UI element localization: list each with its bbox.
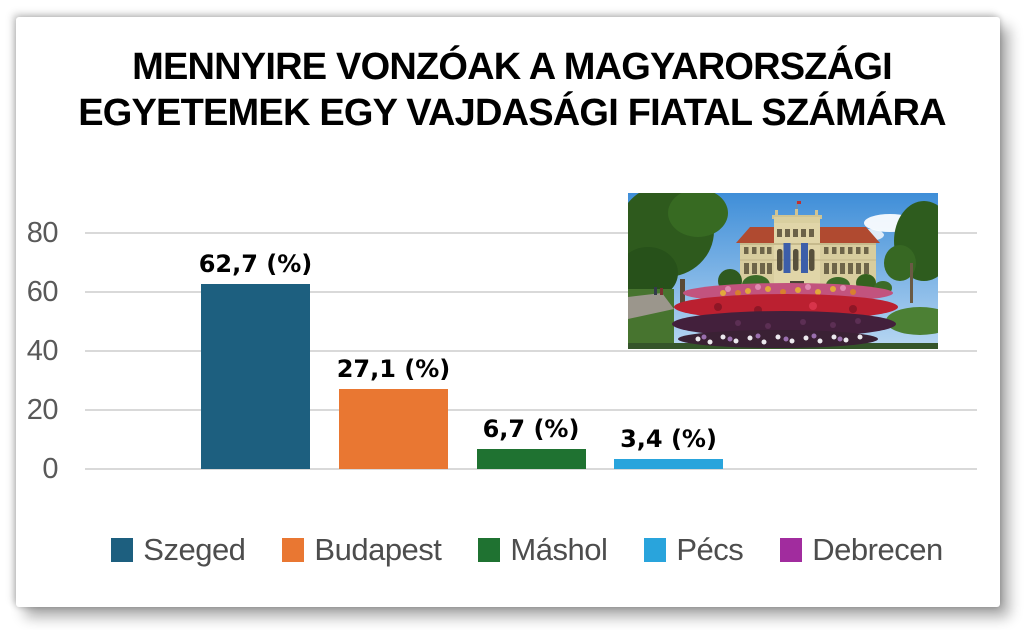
gridline-40 — [85, 350, 977, 353]
gridline-20 — [85, 409, 977, 412]
bar-máshol — [476, 449, 586, 469]
bar-budapest — [339, 389, 448, 469]
legend-label-debrecen: Debrecen — [812, 532, 943, 567]
y-axis-tick-label: 20 — [26, 394, 59, 427]
legend-label-szeged: Szeged — [143, 532, 246, 567]
gridline-0 — [85, 468, 977, 470]
chart-title-line1: MENNYIRE VONZÓAK A MAGYARORSZÁGI — [132, 46, 893, 88]
legend-swatch-budapest — [282, 538, 305, 562]
legend-label-pécs: Pécs — [676, 532, 744, 567]
chart-title: MENNYIRE VONZÓAK A MAGYARORSZÁGI EGYETEME… — [0, 44, 1024, 136]
bar-szeged — [201, 284, 310, 469]
gridline-80 — [85, 232, 977, 235]
legend-item-máshol: Máshol — [478, 532, 608, 567]
legend-swatch-pécs — [644, 538, 667, 562]
bar-value-label-pécs: 3,4 (%) — [620, 425, 717, 453]
legend-item-pécs: Pécs — [644, 532, 744, 567]
gridline-60 — [85, 291, 977, 294]
legend-label-budapest: Budapest — [314, 532, 442, 567]
legend-swatch-debrecen — [780, 538, 803, 562]
legend-item-debrecen: Debrecen — [780, 532, 943, 567]
legend-item-szeged: Szeged — [111, 532, 246, 567]
chart-legend: Szeged Budapest Máshol Pécs Debrecen — [30, 532, 1024, 567]
y-axis-tick-label: 80 — [26, 217, 59, 250]
y-axis-tick-label: 40 — [26, 335, 59, 368]
bar-value-label-szeged: 62,7 (%) — [198, 250, 313, 278]
bar-value-label-budapest: 27,1 (%) — [336, 355, 451, 383]
bar-value-label-máshol: 6,7 (%) — [482, 415, 580, 443]
bar-pécs — [614, 459, 723, 469]
legend-item-budapest: Budapest — [282, 532, 442, 567]
legend-label-máshol: Máshol — [510, 532, 608, 567]
y-axis-tick-label: 60 — [26, 276, 59, 309]
chart-title-line2: EGYETEMEK EGY VAJDASÁGI FIATAL SZÁMÁRA — [78, 92, 946, 134]
y-axis-tick-label: 0 — [42, 453, 58, 485]
legend-swatch-máshol — [478, 538, 501, 562]
szeged-university-photo — [628, 193, 938, 349]
legend-swatch-szeged — [111, 538, 134, 562]
